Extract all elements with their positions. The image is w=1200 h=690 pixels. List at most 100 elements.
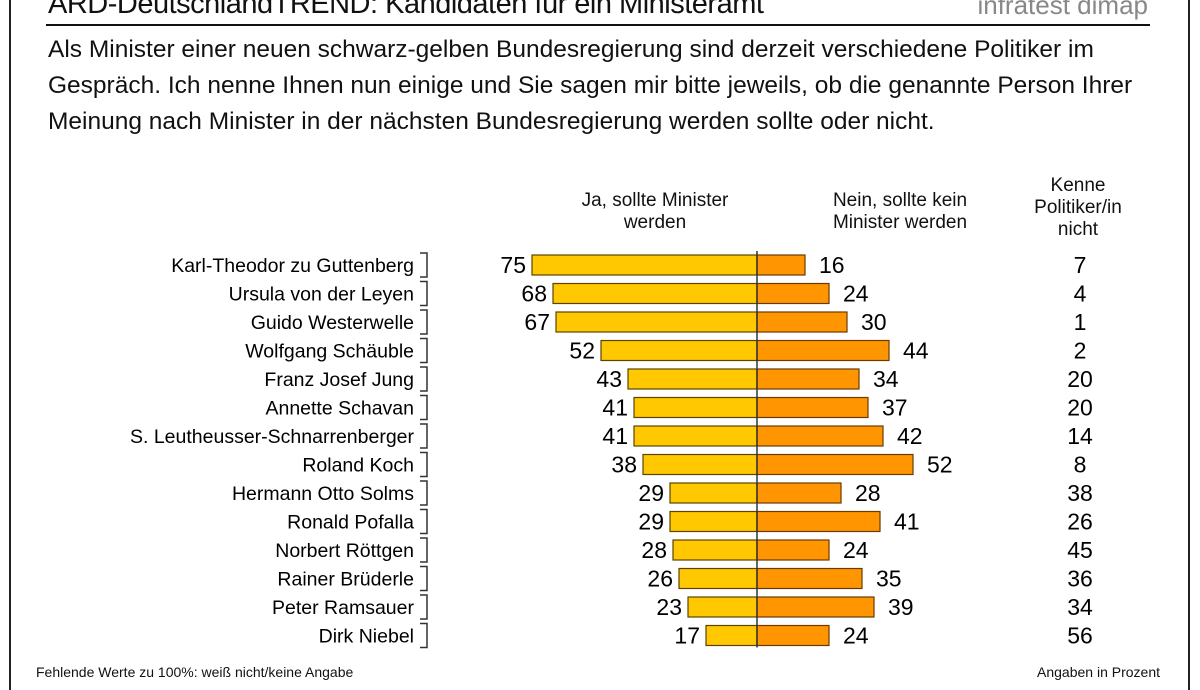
- label-no: 35: [876, 566, 902, 592]
- header-line: werden: [623, 212, 687, 233]
- bar-no: [756, 510, 881, 533]
- label-yes: 41: [602, 423, 628, 449]
- bar-yes: [627, 368, 758, 390]
- header-line: Politiker/in: [1034, 197, 1122, 218]
- title-divider: [46, 24, 1150, 26]
- bar-yes: [552, 282, 758, 305]
- label-no: 42: [897, 423, 923, 449]
- row-bracket: [420, 508, 428, 535]
- label-unknown: 38: [1067, 480, 1093, 506]
- header-line: nicht: [1057, 219, 1099, 240]
- label-no: 39: [888, 594, 914, 620]
- survey-question: Als Minister einer neuen schwarz-gelben …: [48, 36, 1133, 135]
- bar-no: [756, 624, 830, 647]
- row-bracket: [420, 537, 428, 563]
- bar-no: [756, 425, 884, 447]
- column-header-unknown: Kenne Politiker/in nicht: [1018, 175, 1138, 241]
- label-no: 37: [882, 395, 908, 421]
- bar-yes: [531, 254, 758, 276]
- footer-unit: Angaben in Prozent: [1037, 664, 1160, 680]
- row-bracket: [420, 366, 428, 392]
- row-bracket: [420, 280, 428, 307]
- label-no: 24: [843, 537, 869, 563]
- category-label: Franz Josef Jung: [264, 369, 414, 391]
- label-unknown: 1: [1074, 309, 1087, 335]
- bar-no: [756, 339, 890, 362]
- category-label: Dirk Niebel: [319, 626, 414, 648]
- chart-frame: [9, 0, 1190, 690]
- bar-no: [756, 539, 830, 561]
- bar-yes: [669, 510, 758, 533]
- row-bracket: [420, 480, 428, 506]
- column-header-yes: Ja, sollte Minister werden: [555, 190, 755, 234]
- label-yes: 67: [524, 309, 550, 335]
- label-no: 44: [903, 338, 929, 364]
- bar-no: [756, 396, 869, 419]
- bar-yes: [669, 482, 758, 504]
- column-header-no: Nein, sollte kein Minister werden: [800, 190, 1000, 234]
- row-bracket: [420, 394, 428, 421]
- label-unknown: 26: [1067, 509, 1093, 535]
- label-no: 52: [927, 452, 953, 478]
- label-no: 41: [894, 509, 920, 535]
- category-label: Karl-Theodor zu Guttenberg: [171, 255, 414, 277]
- label-yes: 41: [602, 395, 628, 421]
- category-label: Norbert Röttgen: [275, 540, 414, 562]
- label-yes: 29: [638, 480, 664, 506]
- label-no: 30: [861, 309, 887, 335]
- category-label: Annette Schavan: [265, 398, 414, 420]
- footer-note: Fehlende Werte zu 100%: weiß nicht/keine…: [36, 664, 354, 680]
- label-yes: 17: [674, 623, 700, 649]
- label-unknown: 56: [1067, 623, 1093, 649]
- bar-yes: [678, 567, 758, 590]
- row-bracket: [420, 337, 428, 364]
- category-label: Roland Koch: [302, 455, 414, 477]
- label-yes: 38: [611, 452, 637, 478]
- row-bracket: [420, 451, 428, 478]
- label-yes: 29: [638, 509, 664, 535]
- bar-no: [756, 311, 848, 333]
- label-yes: 68: [521, 281, 547, 307]
- row-bracket: [420, 309, 428, 335]
- label-yes: 26: [647, 566, 673, 592]
- category-label: Peter Ramsauer: [272, 597, 414, 619]
- label-unknown: 7: [1074, 252, 1087, 278]
- label-unknown: 34: [1067, 594, 1093, 620]
- row-bracket: [420, 252, 428, 278]
- header-line: Minister werden: [832, 212, 968, 233]
- label-yes: 52: [569, 338, 595, 364]
- label-unknown: 45: [1067, 537, 1093, 563]
- header-line: Kenne: [1050, 175, 1106, 196]
- label-yes: 23: [656, 594, 682, 620]
- category-label: Ronald Pofalla: [287, 512, 414, 534]
- bar-yes: [633, 396, 758, 419]
- label-no: 16: [819, 252, 845, 278]
- bar-yes: [642, 453, 758, 476]
- label-unknown: 36: [1067, 566, 1093, 592]
- category-label: Ursula von der Leyen: [229, 284, 414, 306]
- label-unknown: 8: [1074, 452, 1087, 478]
- row-bracket: [420, 594, 428, 620]
- label-yes: 28: [641, 537, 667, 563]
- bar-no: [756, 567, 863, 590]
- label-no: 24: [843, 623, 869, 649]
- category-label: Hermann Otto Solms: [232, 483, 414, 505]
- header-line: Ja, sollte Minister: [581, 190, 729, 211]
- bar-no: [756, 368, 860, 390]
- header-line: Nein, sollte kein: [832, 190, 968, 211]
- label-unknown: 14: [1067, 423, 1093, 449]
- label-no: 34: [873, 366, 899, 392]
- category-label: Wolfgang Schäuble: [245, 341, 414, 363]
- bar-yes: [672, 539, 758, 561]
- row-bracket: [420, 622, 428, 649]
- bar-yes: [705, 624, 758, 647]
- bar-no: [756, 596, 875, 618]
- bar-no: [756, 254, 806, 276]
- bar-no: [756, 282, 830, 305]
- label-unknown: 4: [1074, 281, 1087, 307]
- category-label: S. Leutheusser-Schnarrenberger: [130, 426, 415, 448]
- row-bracket: [420, 423, 428, 449]
- label-yes: 43: [596, 366, 622, 392]
- bar-no: [756, 482, 842, 504]
